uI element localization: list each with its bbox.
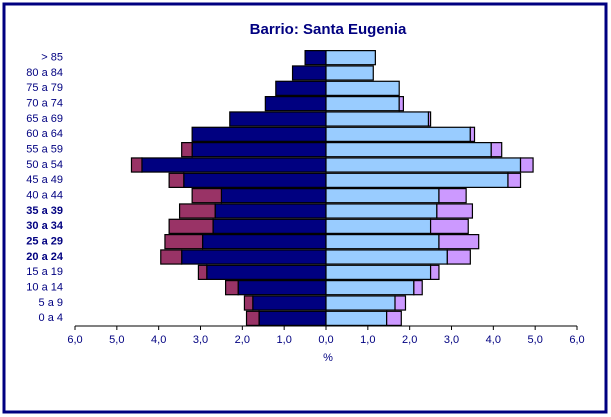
bar (229, 111, 327, 127)
x-tick-label: 1,0 (360, 334, 375, 346)
x-tick-label: 3,0 (193, 334, 208, 346)
y-tick-label: 20 a 24 (26, 251, 64, 263)
x-tick-label: 4,0 (486, 334, 501, 346)
bar (325, 295, 396, 311)
bar (436, 203, 474, 219)
bar (325, 310, 388, 326)
bar (325, 234, 440, 250)
bar (325, 111, 430, 127)
bar (201, 234, 327, 250)
bar (164, 234, 204, 250)
bar (438, 188, 467, 204)
bar (243, 295, 254, 311)
bar (429, 218, 469, 234)
bar (291, 65, 327, 81)
y-tick-label: 10 a 14 (26, 282, 63, 294)
bar (275, 80, 327, 96)
bar (191, 126, 327, 142)
bar (252, 295, 327, 311)
y-tick-label: 50 a 54 (26, 159, 63, 171)
bar (325, 142, 492, 158)
y-tick-label: 35 a 39 (26, 205, 63, 217)
y-tick-label: 75 a 79 (26, 82, 63, 94)
x-tick-label: 1,0 (277, 334, 292, 346)
bar (168, 218, 214, 234)
bar (220, 188, 327, 204)
bar (325, 280, 415, 296)
bar (325, 264, 432, 280)
x-tick-label: 6,0 (569, 334, 584, 346)
bar (160, 249, 183, 265)
bar (245, 310, 260, 326)
bar (325, 96, 400, 112)
bar (206, 264, 327, 280)
bar (438, 234, 480, 250)
y-tick-label: 0 a 4 (39, 312, 63, 324)
bar (181, 249, 327, 265)
bar (325, 80, 400, 96)
bar (197, 264, 208, 280)
bar (183, 172, 327, 188)
x-axis-label: % (323, 352, 333, 364)
bar (446, 249, 471, 265)
bar (237, 280, 327, 296)
y-tick-label: 5 a 9 (39, 297, 63, 309)
bar (469, 126, 476, 142)
y-tick-label: 60 a 64 (26, 128, 63, 140)
bar (507, 172, 522, 188)
bar (325, 218, 432, 234)
bar (413, 280, 423, 296)
x-tick-label: 3,0 (444, 334, 459, 346)
bar (214, 203, 327, 219)
bar (490, 142, 503, 158)
x-tick-label: 4,0 (151, 334, 166, 346)
bar (178, 203, 216, 219)
bar (519, 157, 534, 173)
bar (141, 157, 327, 173)
bar (325, 65, 374, 81)
y-tick-label: 45 a 49 (26, 174, 63, 186)
bar (212, 218, 327, 234)
bar (325, 172, 509, 188)
bar (130, 157, 143, 173)
bar (325, 157, 522, 173)
y-tick-label: 70 a 74 (26, 98, 63, 110)
x-tick-label: 5,0 (528, 334, 543, 346)
bar (325, 188, 440, 204)
bar (225, 280, 239, 296)
y-tick-label: 25 a 29 (26, 236, 63, 248)
bar (427, 111, 432, 127)
y-tick-label: 55 a 59 (26, 144, 63, 156)
bar (191, 142, 327, 158)
y-tick-label: 40 a 44 (26, 190, 63, 202)
bar (325, 249, 448, 265)
bar (304, 50, 327, 66)
x-tick-label: 2,0 (402, 334, 417, 346)
y-tick-label: > 85 (41, 52, 63, 64)
bar (181, 142, 193, 158)
x-tick-label: 6,0 (67, 334, 82, 346)
bar (398, 96, 404, 112)
bar (429, 264, 440, 280)
bar (325, 126, 471, 142)
x-tick-label: 2,0 (235, 334, 250, 346)
bar (168, 172, 185, 188)
bar (191, 188, 223, 204)
y-tick-label: 15 a 19 (26, 266, 63, 278)
y-tick-label: 65 a 69 (26, 113, 63, 125)
x-tick-label: 5,0 (109, 334, 124, 346)
bar (394, 295, 407, 311)
bar (325, 203, 438, 219)
y-tick-label: 30 a 34 (26, 220, 64, 232)
y-tick-label: 80 a 84 (26, 67, 63, 79)
x-tick-label: 0,0 (318, 334, 333, 346)
bar (386, 310, 402, 326)
chart-title: Barrio: Santa Eugenia (250, 21, 407, 38)
bar (258, 310, 327, 326)
bar (264, 96, 327, 112)
bar (325, 50, 376, 66)
